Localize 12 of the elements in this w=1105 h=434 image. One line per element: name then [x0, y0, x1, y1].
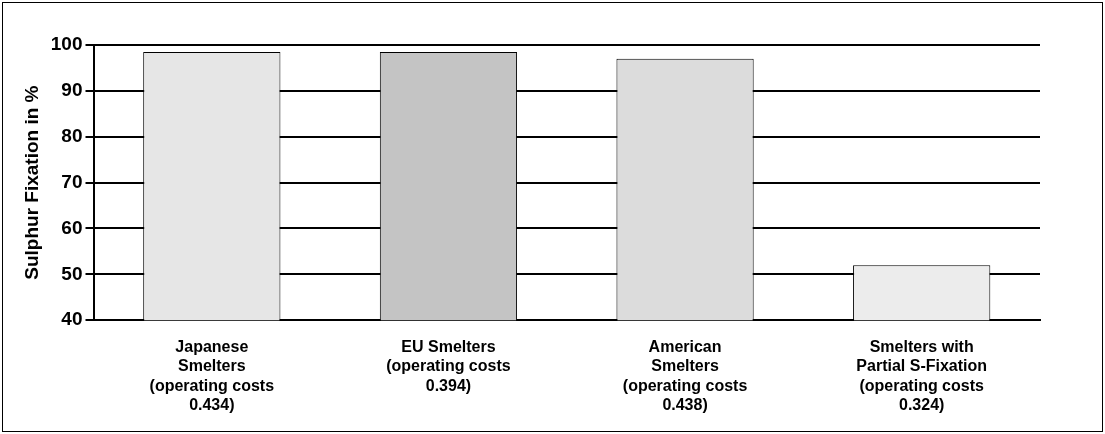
- y-tick-label: 100: [50, 33, 83, 55]
- y-tick-label: 70: [61, 170, 83, 192]
- y-axis-title: Sulphur Fixation in %: [20, 85, 42, 280]
- y-tick-label: 40: [61, 308, 83, 330]
- y-tick-label: 80: [61, 124, 83, 146]
- y-tick-label: 90: [61, 79, 83, 101]
- y-tick-label: 50: [61, 262, 83, 284]
- x-tick-label: Japanese Smelters (operating costs 0.434): [149, 338, 275, 413]
- x-tick-label: Smelters with Partial S-Fixation (operating costs 0.324): [856, 338, 988, 413]
- y-tick-label: 60: [61, 216, 83, 238]
- x-tick-label: EU Smelters (operating costs 0.394): [386, 338, 511, 394]
- x-tick-label: American Smelters (operating costs 0.438): [622, 338, 748, 413]
